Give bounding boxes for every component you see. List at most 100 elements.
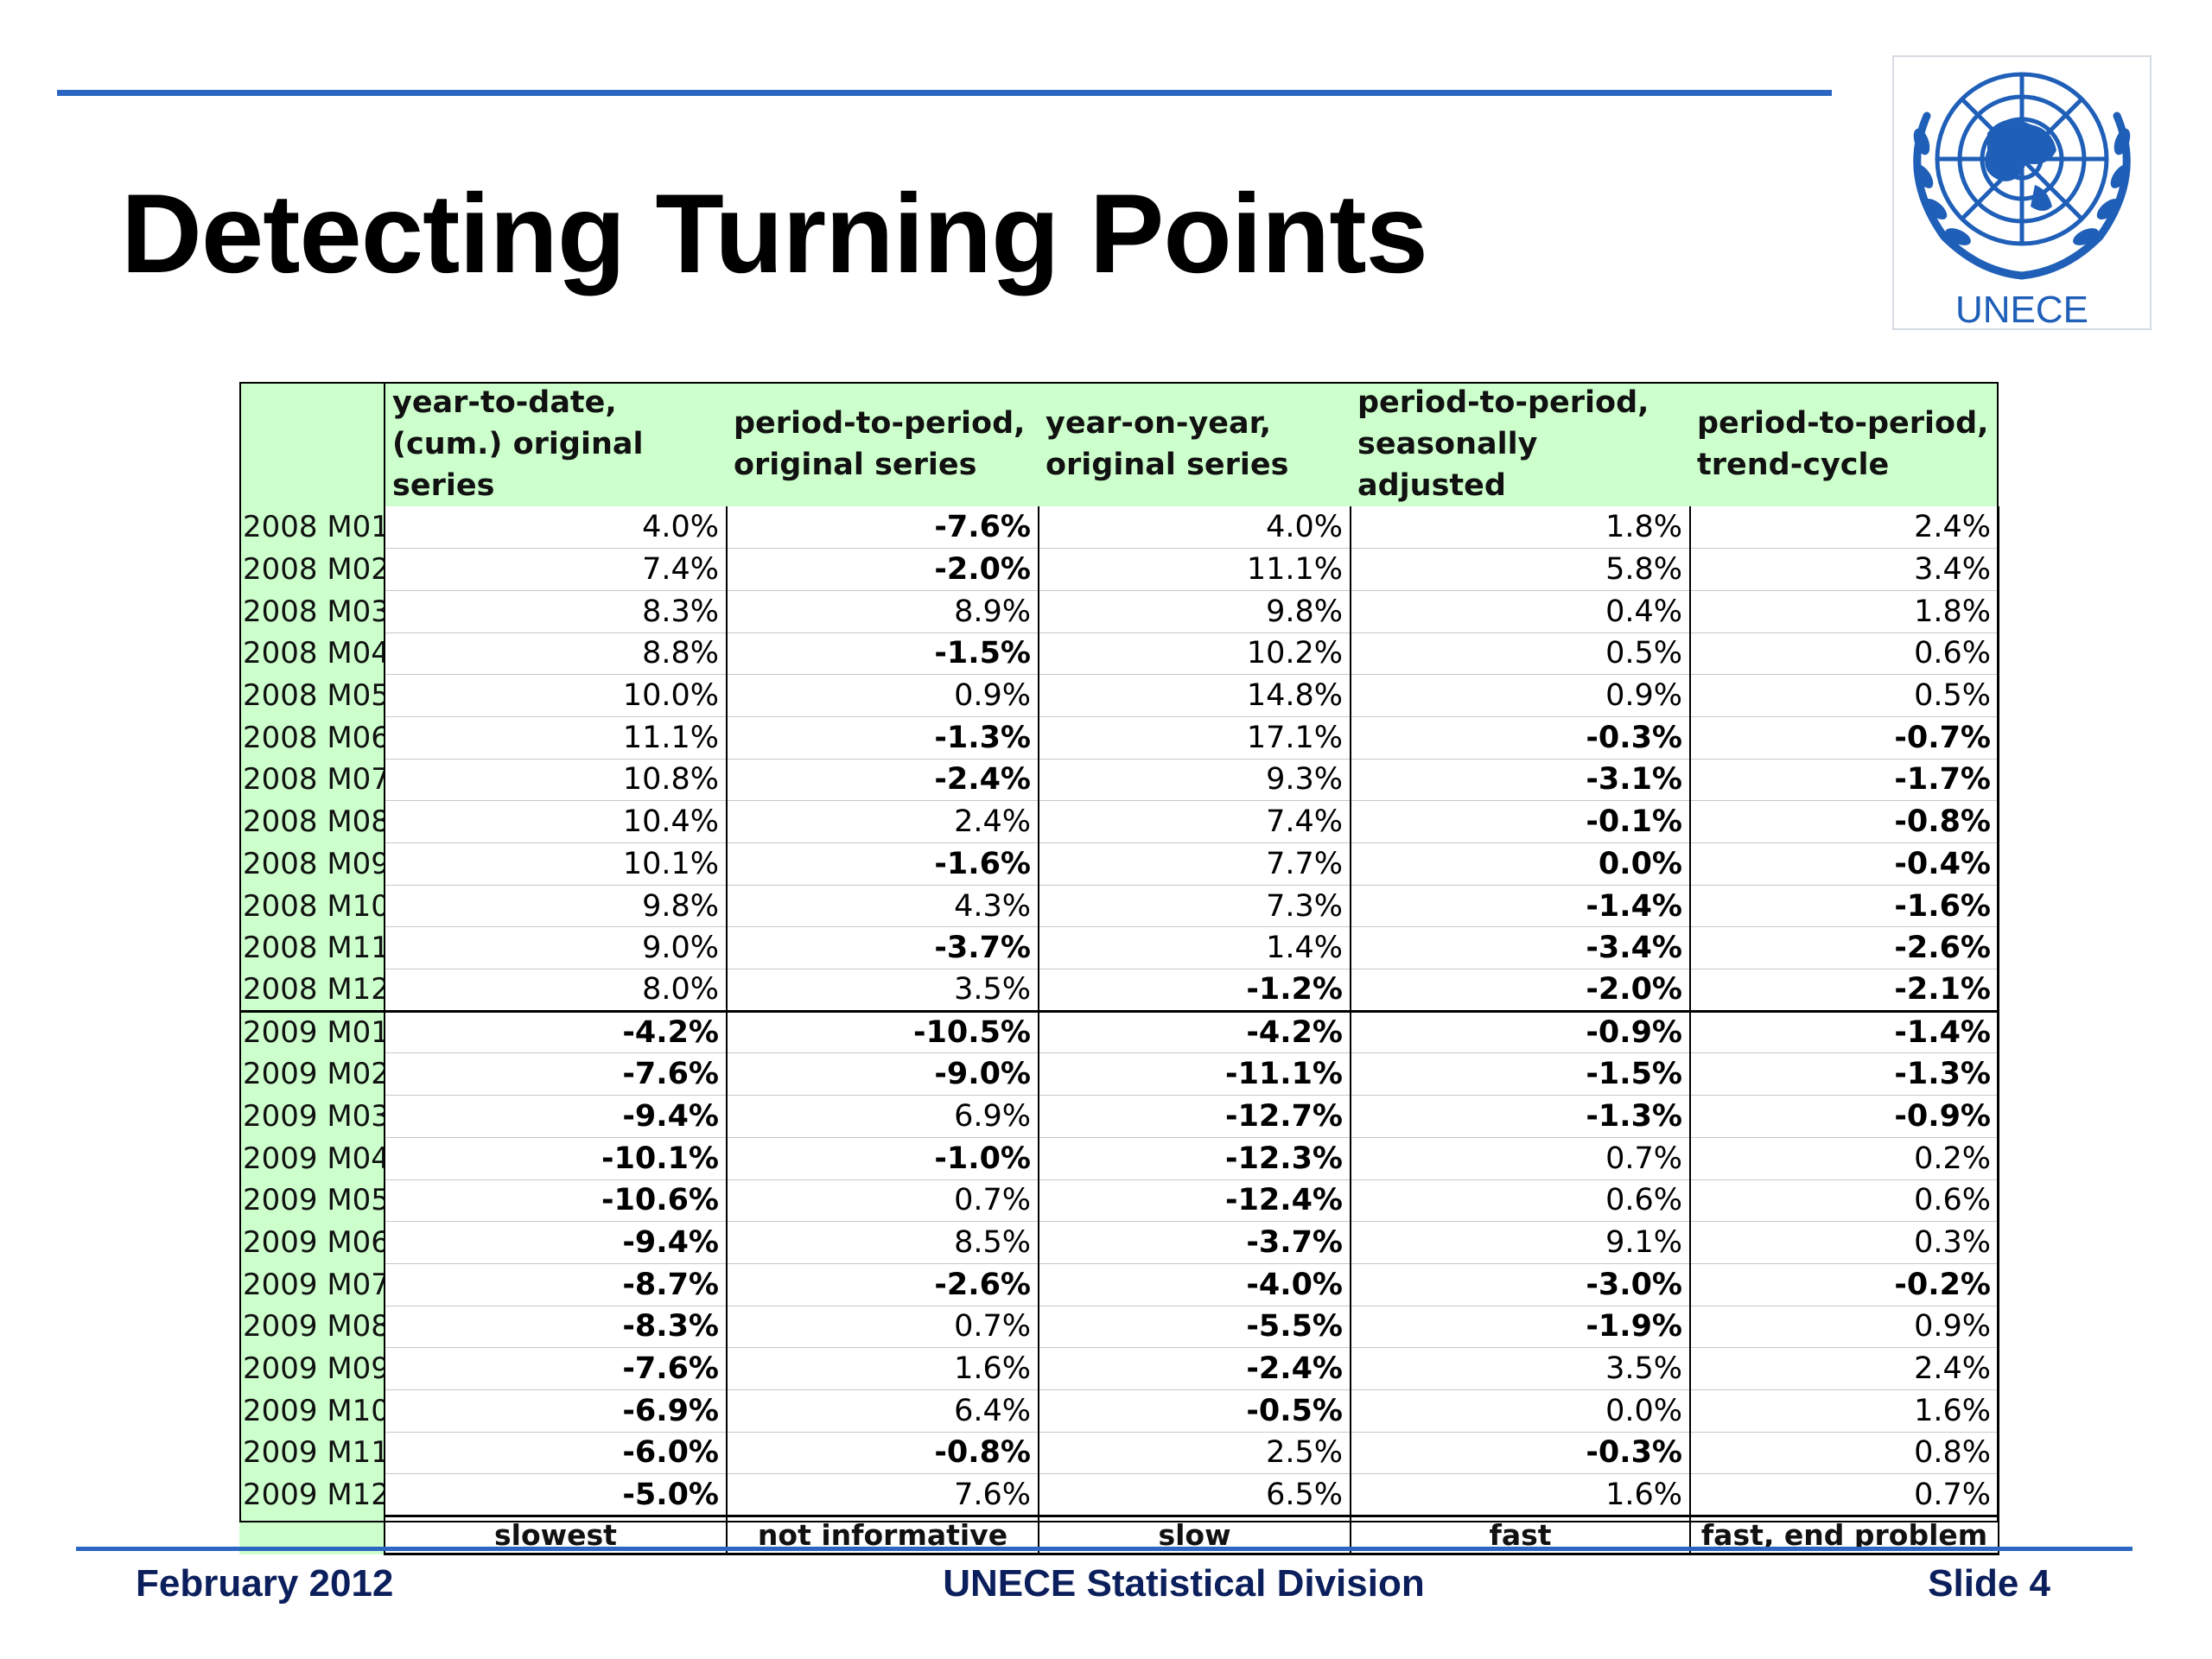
table-cell: -4.0% <box>1039 1263 1351 1306</box>
row-label: 2008 M06 <box>239 716 385 760</box>
table-cell: 0.0% <box>1351 842 1691 886</box>
table-row: 2009 M03 -9.4% 6.9% -12.7% -1.3% -0.9% <box>239 1095 1999 1138</box>
table-cell: -8.7% <box>385 1263 728 1306</box>
table-row: 2009 M09 -7.6% 1.6% -2.4% 3.5% 2.4% <box>239 1347 1999 1390</box>
table-row: 2008 M05 10.0% 0.9% 14.8% 0.9% 0.5% <box>239 674 1999 717</box>
column-header: year-on-year, original series <box>1039 382 1351 506</box>
table-cell: 0.4% <box>1351 590 1691 633</box>
row-label: 2008 M09 <box>239 842 385 886</box>
table-row: 2008 M10 9.8% 4.3% 7.3% -1.4% -1.6% <box>239 885 1999 928</box>
table-cell: -7.6% <box>385 1052 728 1096</box>
table-cell: 6.9% <box>727 1095 1039 1138</box>
table-cell: -0.1% <box>1351 800 1691 843</box>
table-cell: -1.2% <box>1039 969 1351 1012</box>
top-rule <box>57 90 1832 96</box>
table-cell: -1.9% <box>1351 1306 1691 1349</box>
row-label: 2009 M01 <box>239 1009 385 1053</box>
table-row: 2009 M11 -6.0% -0.8% 2.5% -0.3% 0.8% <box>239 1432 1999 1475</box>
table-cell: 8.0% <box>385 969 728 1012</box>
row-label: 2009 M02 <box>239 1052 385 1096</box>
table-row: 2008 M02 7.4% -2.0% 11.1% 5.8% 3.4% <box>239 548 1999 591</box>
table-cell: 2.4% <box>1690 1347 1999 1390</box>
table-cell: -1.4% <box>1690 1009 1999 1054</box>
row-label: 2009 M06 <box>239 1221 385 1264</box>
row-label: 2008 M12 <box>239 969 385 1012</box>
table-cell: -0.8% <box>1690 800 1999 843</box>
table-cell: -1.5% <box>727 632 1039 676</box>
table-cell: -0.8% <box>727 1432 1039 1475</box>
table-cell: 0.9% <box>1690 1306 1999 1349</box>
table-cell: 3.5% <box>727 969 1039 1012</box>
row-label: 2008 M10 <box>239 885 385 927</box>
table-cell: 0.9% <box>1351 674 1691 717</box>
row-label: 2009 M12 <box>239 1473 385 1516</box>
table-cell: 5.8% <box>1351 548 1691 591</box>
table-cell: -1.4% <box>1351 885 1691 928</box>
row-label: 2008 M01 <box>239 506 385 549</box>
table-cell: 9.3% <box>1039 759 1351 802</box>
row-label: 2008 M08 <box>239 800 385 843</box>
row-label: 2009 M03 <box>239 1095 385 1138</box>
table-cell: -1.6% <box>1690 885 1999 928</box>
table-cell: -4.2% <box>1039 1009 1351 1054</box>
row-label: 2008 M02 <box>239 548 385 591</box>
table-row: 2008 M04 8.8% -1.5% 10.2% 0.5% 0.6% <box>239 632 1999 676</box>
table-cell: 7.3% <box>1039 885 1351 928</box>
table-cell: 6.5% <box>1039 1473 1351 1516</box>
table-cell: -2.4% <box>1039 1347 1351 1390</box>
table-cell: -2.6% <box>1690 926 1999 970</box>
table-cell: -1.6% <box>727 842 1039 886</box>
unece-logo: UNECE <box>1892 55 2152 331</box>
table-cell: 0.0% <box>1351 1389 1691 1433</box>
table-cell: 10.1% <box>385 842 728 886</box>
table-cell: -9.4% <box>385 1095 728 1138</box>
row-label: 2008 M11 <box>239 926 385 969</box>
table-cell: -2.0% <box>727 548 1039 591</box>
table-cell: 0.5% <box>1351 632 1691 676</box>
table-cell: 8.8% <box>385 632 728 676</box>
row-label: 2009 M10 <box>239 1389 385 1433</box>
table-cell: 9.8% <box>385 885 728 928</box>
table-cell: -0.9% <box>1351 1009 1691 1054</box>
logo-text: UNECE <box>1955 289 2089 331</box>
table-cell: -12.3% <box>1039 1137 1351 1180</box>
table-cell: 0.2% <box>1690 1137 1999 1180</box>
turning-points-table: year-to-date, (cum.) original series per… <box>239 382 1999 1555</box>
table-cell: 1.8% <box>1351 506 1691 550</box>
column-header: year-to-date, (cum.) original series <box>385 382 727 506</box>
table-cell: -12.4% <box>1039 1179 1351 1223</box>
table-cell: 8.9% <box>727 590 1039 633</box>
table-cell: 1.6% <box>1351 1473 1691 1516</box>
table-cell: 3.4% <box>1690 548 1999 591</box>
corner-header <box>239 382 385 506</box>
table-cell: -0.7% <box>1690 716 1999 760</box>
table-cell: 1.6% <box>727 1347 1039 1390</box>
table-cell: 2.5% <box>1039 1432 1351 1475</box>
row-label: 2009 M05 <box>239 1179 385 1222</box>
table-cell: 1.6% <box>1690 1389 1999 1433</box>
table-cell: 4.0% <box>385 506 728 550</box>
table-cell: 10.2% <box>1039 632 1351 676</box>
table-cell: -4.2% <box>385 1009 728 1054</box>
table-cell: 7.6% <box>727 1473 1039 1516</box>
table-cell: 1.4% <box>1039 926 1351 970</box>
table-cell: 2.4% <box>1690 506 1999 550</box>
row-label: 2009 M09 <box>239 1347 385 1390</box>
table-cell: 11.1% <box>1039 548 1351 591</box>
table-cell: -9.4% <box>385 1221 728 1264</box>
table-cell: -6.9% <box>385 1389 728 1433</box>
table-cell: 10.0% <box>385 674 728 717</box>
table-row: 2009 M12 -5.0% 7.6% 6.5% 1.6% 0.7% <box>239 1473 1999 1516</box>
table-cell: -5.5% <box>1039 1306 1351 1349</box>
table-cell: 9.1% <box>1351 1221 1691 1264</box>
table-cell: 9.0% <box>385 926 728 970</box>
table-cell: -0.9% <box>1690 1095 1999 1138</box>
row-label: 2008 M04 <box>239 632 385 675</box>
table-cell: -3.4% <box>1351 926 1691 970</box>
table-cell: -0.5% <box>1039 1389 1351 1433</box>
table-row: 2009 M05 -10.6% 0.7% -12.4% 0.6% 0.6% <box>239 1179 1999 1223</box>
table-cell: -2.1% <box>1690 969 1999 1012</box>
table-cell: 11.1% <box>385 716 728 760</box>
table-cell: -1.7% <box>1690 759 1999 802</box>
table-cell: -3.0% <box>1351 1263 1691 1306</box>
